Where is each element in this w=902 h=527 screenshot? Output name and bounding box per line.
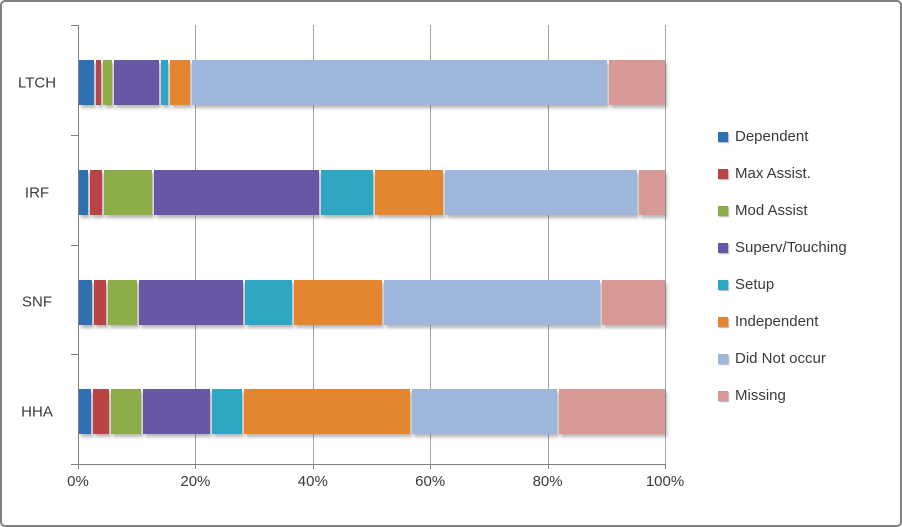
legend: Dependent Max Assist. Mod Assist Superv/Tou… xyxy=(718,118,847,414)
bar-segment-dependent xyxy=(79,60,94,105)
bar-segment-missing xyxy=(608,60,665,105)
x-axis-tick-label: 0% xyxy=(67,473,89,490)
bar-row xyxy=(79,60,665,105)
bar-segment-superv-touching xyxy=(154,169,319,215)
x-axis-line xyxy=(78,464,666,465)
bar-segment-independent xyxy=(375,169,444,215)
x-axis-tick xyxy=(312,464,314,469)
bar-segment-missing xyxy=(639,169,665,215)
bar-segment-mod-assist xyxy=(103,169,153,215)
y-axis-tick xyxy=(71,134,78,136)
bar-row xyxy=(79,279,665,325)
y-axis-line xyxy=(78,25,79,464)
x-axis-tick xyxy=(430,464,432,469)
y-axis-tick xyxy=(71,354,78,356)
category-label: SNF xyxy=(22,293,52,311)
legend-label: Setup xyxy=(735,276,775,293)
x-axis-tick-label: 60% xyxy=(415,473,446,490)
bar-segment-max-assist xyxy=(94,279,106,325)
gridline xyxy=(430,25,432,464)
bar-segment-mod-assist xyxy=(111,389,141,435)
category-label: IRF xyxy=(24,184,50,202)
bar-segment-missing xyxy=(602,279,665,325)
bar-segment-dependent xyxy=(79,279,93,325)
legend-swatch xyxy=(718,279,728,290)
legend-label: Mod Assist xyxy=(735,202,808,219)
bar-segment-did-not-occur xyxy=(191,60,607,105)
x-axis-tick xyxy=(195,464,197,469)
bar-segment-setup xyxy=(160,60,169,105)
bar-segment-independent xyxy=(293,279,383,325)
x-axis-tick-label: 40% xyxy=(297,473,328,490)
legend-label: Independent xyxy=(735,313,819,330)
legend-label: Dependent xyxy=(735,128,809,145)
bar-row xyxy=(79,169,665,215)
bar-segment-superv-touching xyxy=(139,279,244,325)
bar-segment-setup xyxy=(212,389,243,435)
bar-segment-max-assist xyxy=(93,389,110,435)
x-axis-tick xyxy=(78,464,79,469)
legend-label: Missing xyxy=(735,387,786,404)
category-label: HHA xyxy=(21,403,53,421)
bar-segment-dependent xyxy=(79,389,92,435)
bar-segment-max-assist xyxy=(90,169,102,215)
x-axis-tick-label: 80% xyxy=(532,473,563,490)
legend-swatch xyxy=(718,353,728,364)
bar-segment-setup xyxy=(245,279,292,325)
plot-area xyxy=(78,25,666,464)
legend-label: Did Not occur xyxy=(735,350,826,367)
x-axis-tick-label: 100% xyxy=(645,473,685,490)
legend-item: Did Not occur xyxy=(718,340,847,377)
bar-segment-superv-touching xyxy=(113,60,159,105)
legend-label: Superv/Touching xyxy=(735,239,847,256)
bar-segment-did-not-occur xyxy=(411,389,558,435)
bar-segment-max-assist xyxy=(95,60,102,105)
x-axis-tick-label: 20% xyxy=(180,473,211,490)
bar-segment-independent xyxy=(170,60,190,105)
legend-label: Max Assist. xyxy=(735,165,811,182)
bar-segment-did-not-occur xyxy=(384,279,601,325)
gridline xyxy=(312,25,314,464)
y-axis-tick xyxy=(71,244,78,246)
legend-swatch xyxy=(718,131,728,142)
x-axis-tick xyxy=(665,464,666,469)
legend-item: Superv/Touching xyxy=(718,229,847,266)
legend-swatch xyxy=(718,242,728,253)
legend-item: Dependent xyxy=(718,118,847,155)
legend-swatch xyxy=(718,316,728,327)
legend-swatch xyxy=(718,390,728,401)
y-axis-tick xyxy=(71,464,78,465)
gridline xyxy=(665,25,666,464)
bar-segment-setup xyxy=(320,169,373,215)
gridline xyxy=(195,25,197,464)
bar-segment-superv-touching xyxy=(142,389,211,435)
legend-swatch xyxy=(718,205,728,216)
bar-row xyxy=(79,389,665,435)
bar-segment-missing xyxy=(559,389,665,435)
category-label: LTCH xyxy=(17,74,57,92)
legend-swatch xyxy=(718,168,728,179)
bar-segment-dependent xyxy=(79,169,89,215)
legend-item: Independent xyxy=(718,303,847,340)
gridline xyxy=(547,25,549,464)
legend-item: Setup xyxy=(718,266,847,303)
y-axis-tick xyxy=(71,25,78,26)
bar-segment-mod-assist xyxy=(103,60,112,105)
bar-segment-did-not-occur xyxy=(445,169,638,215)
bar-segment-mod-assist xyxy=(107,279,138,325)
legend-item: Mod Assist xyxy=(718,192,847,229)
legend-item: Missing xyxy=(718,377,847,414)
legend-item: Max Assist. xyxy=(718,155,847,192)
x-axis-tick xyxy=(547,464,549,469)
bar-segment-independent xyxy=(244,389,410,435)
